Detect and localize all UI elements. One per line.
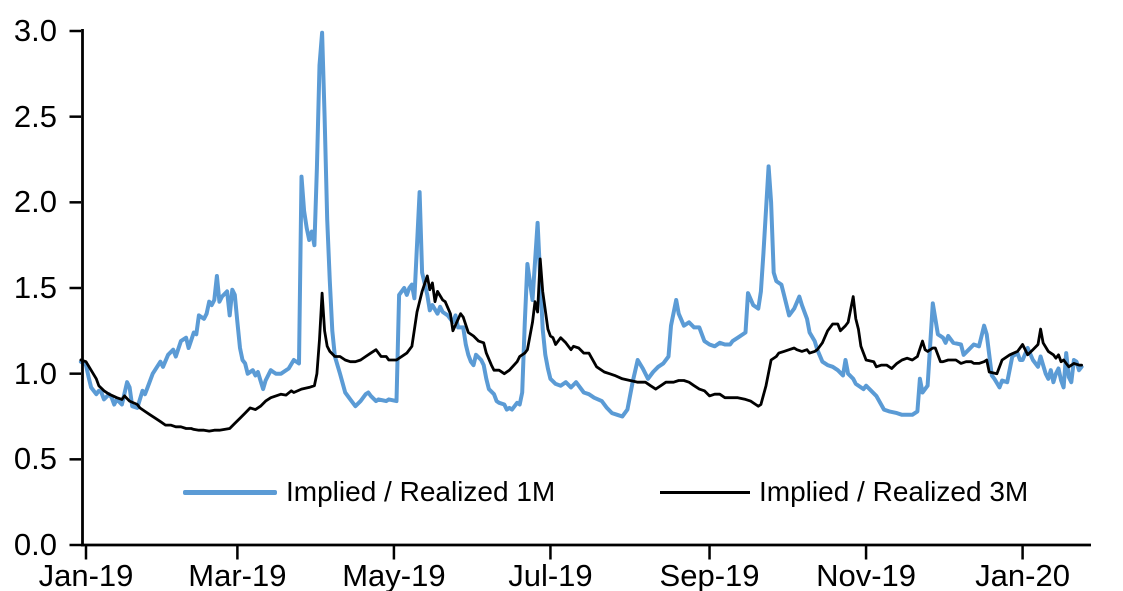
- series-line-3m: [79, 257, 1083, 433]
- x-tick-label: Nov-19: [816, 558, 917, 591]
- y-tick-label: 1.0: [13, 355, 57, 391]
- y-tick-label: 0.5: [13, 441, 57, 477]
- series-line-1m: [78, 30, 1084, 419]
- x-tick-label: Jan-19: [38, 558, 134, 591]
- y-tick-label: 2.5: [13, 98, 57, 134]
- x-tick-label: Jan-20: [975, 558, 1070, 591]
- x-tick-label: May-19: [342, 558, 446, 591]
- x-tick-label: Mar-19: [188, 558, 287, 591]
- legend-line-3m-icon: [660, 490, 750, 494]
- legend-item-3m: Implied / Realized 3M: [660, 476, 1028, 508]
- legend-item-1m: Implied / Realized 1M: [183, 476, 555, 508]
- x-tick-label: Sep-19: [659, 558, 760, 591]
- y-tick-label: 3.0: [13, 13, 57, 48]
- y-tick-label: 1.5: [13, 270, 57, 305]
- legend-label-1m: Implied / Realized 1M: [286, 476, 556, 507]
- x-tick-label: Jul-19: [508, 558, 593, 591]
- y-tick-label: 0.0: [13, 527, 57, 562]
- y-tick-label: 2.0: [13, 184, 57, 220]
- legend-label-3m: Implied / Realized 3M: [759, 476, 1029, 507]
- legend-line-1m-icon: [183, 489, 277, 495]
